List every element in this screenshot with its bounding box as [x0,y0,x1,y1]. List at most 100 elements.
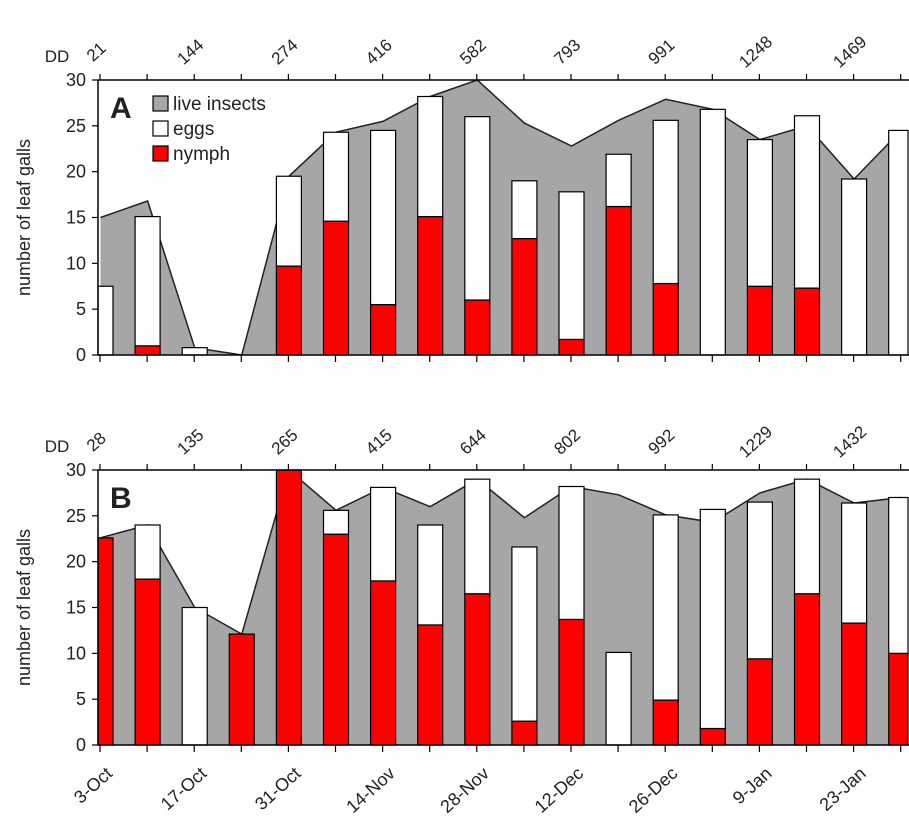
eggs-bar [888,496,909,654]
y-tick-label: 20 [66,552,86,572]
eggs-bar [699,508,726,730]
nymph-bar [652,699,679,746]
nymph-bar [888,652,909,746]
eggs-bar [511,180,538,240]
y-tick-label: 15 [66,598,86,618]
dd-value-label: 991 [645,35,679,68]
nymph-bar [97,537,114,746]
dd-value-label: 1229 [735,422,776,461]
nymph-bar [417,624,444,746]
nymph-bar [652,282,679,356]
nymph-bar [228,633,255,746]
dd-value-label: 21 [83,39,110,66]
x-date-label: 23-Jan [815,763,869,815]
y-tick-label: 10 [66,253,86,273]
eggs-bar [464,478,491,595]
dd-value-label: 1432 [830,422,871,461]
nymph-bar [275,469,302,746]
nymph-bar [322,220,350,356]
x-date-label: 26-Dec [625,763,682,817]
nymph-bar [370,303,397,356]
eggs-bar [322,509,350,535]
x-date-label: 28-Nov [436,763,493,817]
eggs-bar [181,347,208,356]
dd-value-label: 992 [645,425,679,458]
nymph-bar [322,533,350,746]
eggs-bar [511,546,538,722]
x-date-label: 3-Oct [70,763,116,807]
dd-value-label: 582 [456,35,490,68]
eggs-bar [840,178,868,356]
y-tick-label: 20 [66,162,86,182]
x-date-label: 14-Nov [342,763,399,817]
live-insects-line [100,468,902,636]
live-insects-area [100,470,902,745]
legend-swatch [152,95,169,112]
nymph-bar [417,215,444,356]
eggs-bar [558,485,585,621]
y-tick-label: 0 [76,735,86,755]
eggs-bar [605,153,632,208]
dd-value-label: 135 [174,425,208,458]
nymph-bar [558,618,585,746]
dd-value-label: 802 [550,425,584,458]
eggs-bar [652,119,679,285]
dd-value-label: 1248 [735,32,776,71]
nymph-bar [275,265,302,356]
eggs-bar [888,129,909,356]
nymph-bar [793,287,821,356]
panel-letter: B [110,482,132,515]
eggs-bar [370,129,397,306]
dd-value-label: 144 [174,35,208,68]
eggs-bar [97,285,114,356]
eggs-bar [417,524,444,626]
nymph-bar [464,593,491,746]
legend-label: live insects [173,94,266,115]
dd-value-label: 28 [83,429,110,456]
nymph-bar [558,338,585,356]
y-tick-label: 0 [76,345,86,365]
y-tick-label: 15 [66,208,86,228]
eggs-bar [370,486,397,582]
nymph-bar [699,727,726,746]
y-tick-label: 5 [76,689,86,709]
y-tick-label: 25 [66,116,86,136]
eggs-bar [134,215,161,347]
dd-prefix-label: DD [45,437,70,456]
x-date-label: 17-Oct [157,763,211,814]
y-tick-label: 30 [66,70,86,90]
dd-value-label: 416 [362,35,396,68]
nymph-bar [840,622,868,746]
eggs-bar [840,502,868,624]
nymph-bar [746,285,774,356]
eggs-bar [464,116,491,301]
dd-prefix-label: DD [45,47,70,66]
panel-a: 0 5 10 15 20 25 30 number of leaf galls DD 21 144 2… [14,32,909,365]
legend-swatch [152,120,169,137]
eggs-bar [181,606,208,746]
nymph-bar [605,205,632,356]
y-axis-label: number of leaf galls [14,139,34,296]
nymph-bar [511,237,538,356]
x-date-label: 31-Oct [251,763,305,814]
legend-label: eggs [173,119,214,140]
eggs-bar [605,651,632,746]
eggs-bar [322,131,350,222]
nymph-bar [746,658,774,746]
eggs-bar [417,95,444,218]
eggs-bar [134,524,161,580]
eggs-bar [746,138,774,287]
legend: live insects eggs nymph [152,94,266,165]
dd-value-label: 274 [268,35,302,68]
y-tick-label: 25 [66,506,86,526]
dd-value-label: 644 [456,425,490,458]
dd-value-label: 1469 [830,32,871,71]
nymph-bar [134,578,161,746]
live-insects-line [100,79,902,356]
dd-value-label: 415 [362,425,396,458]
eggs-bar [558,191,585,341]
y-tick-label: 30 [66,460,86,480]
nymph-bar [511,720,538,746]
panel-letter: A [110,92,132,125]
eggs-bar [275,175,302,267]
